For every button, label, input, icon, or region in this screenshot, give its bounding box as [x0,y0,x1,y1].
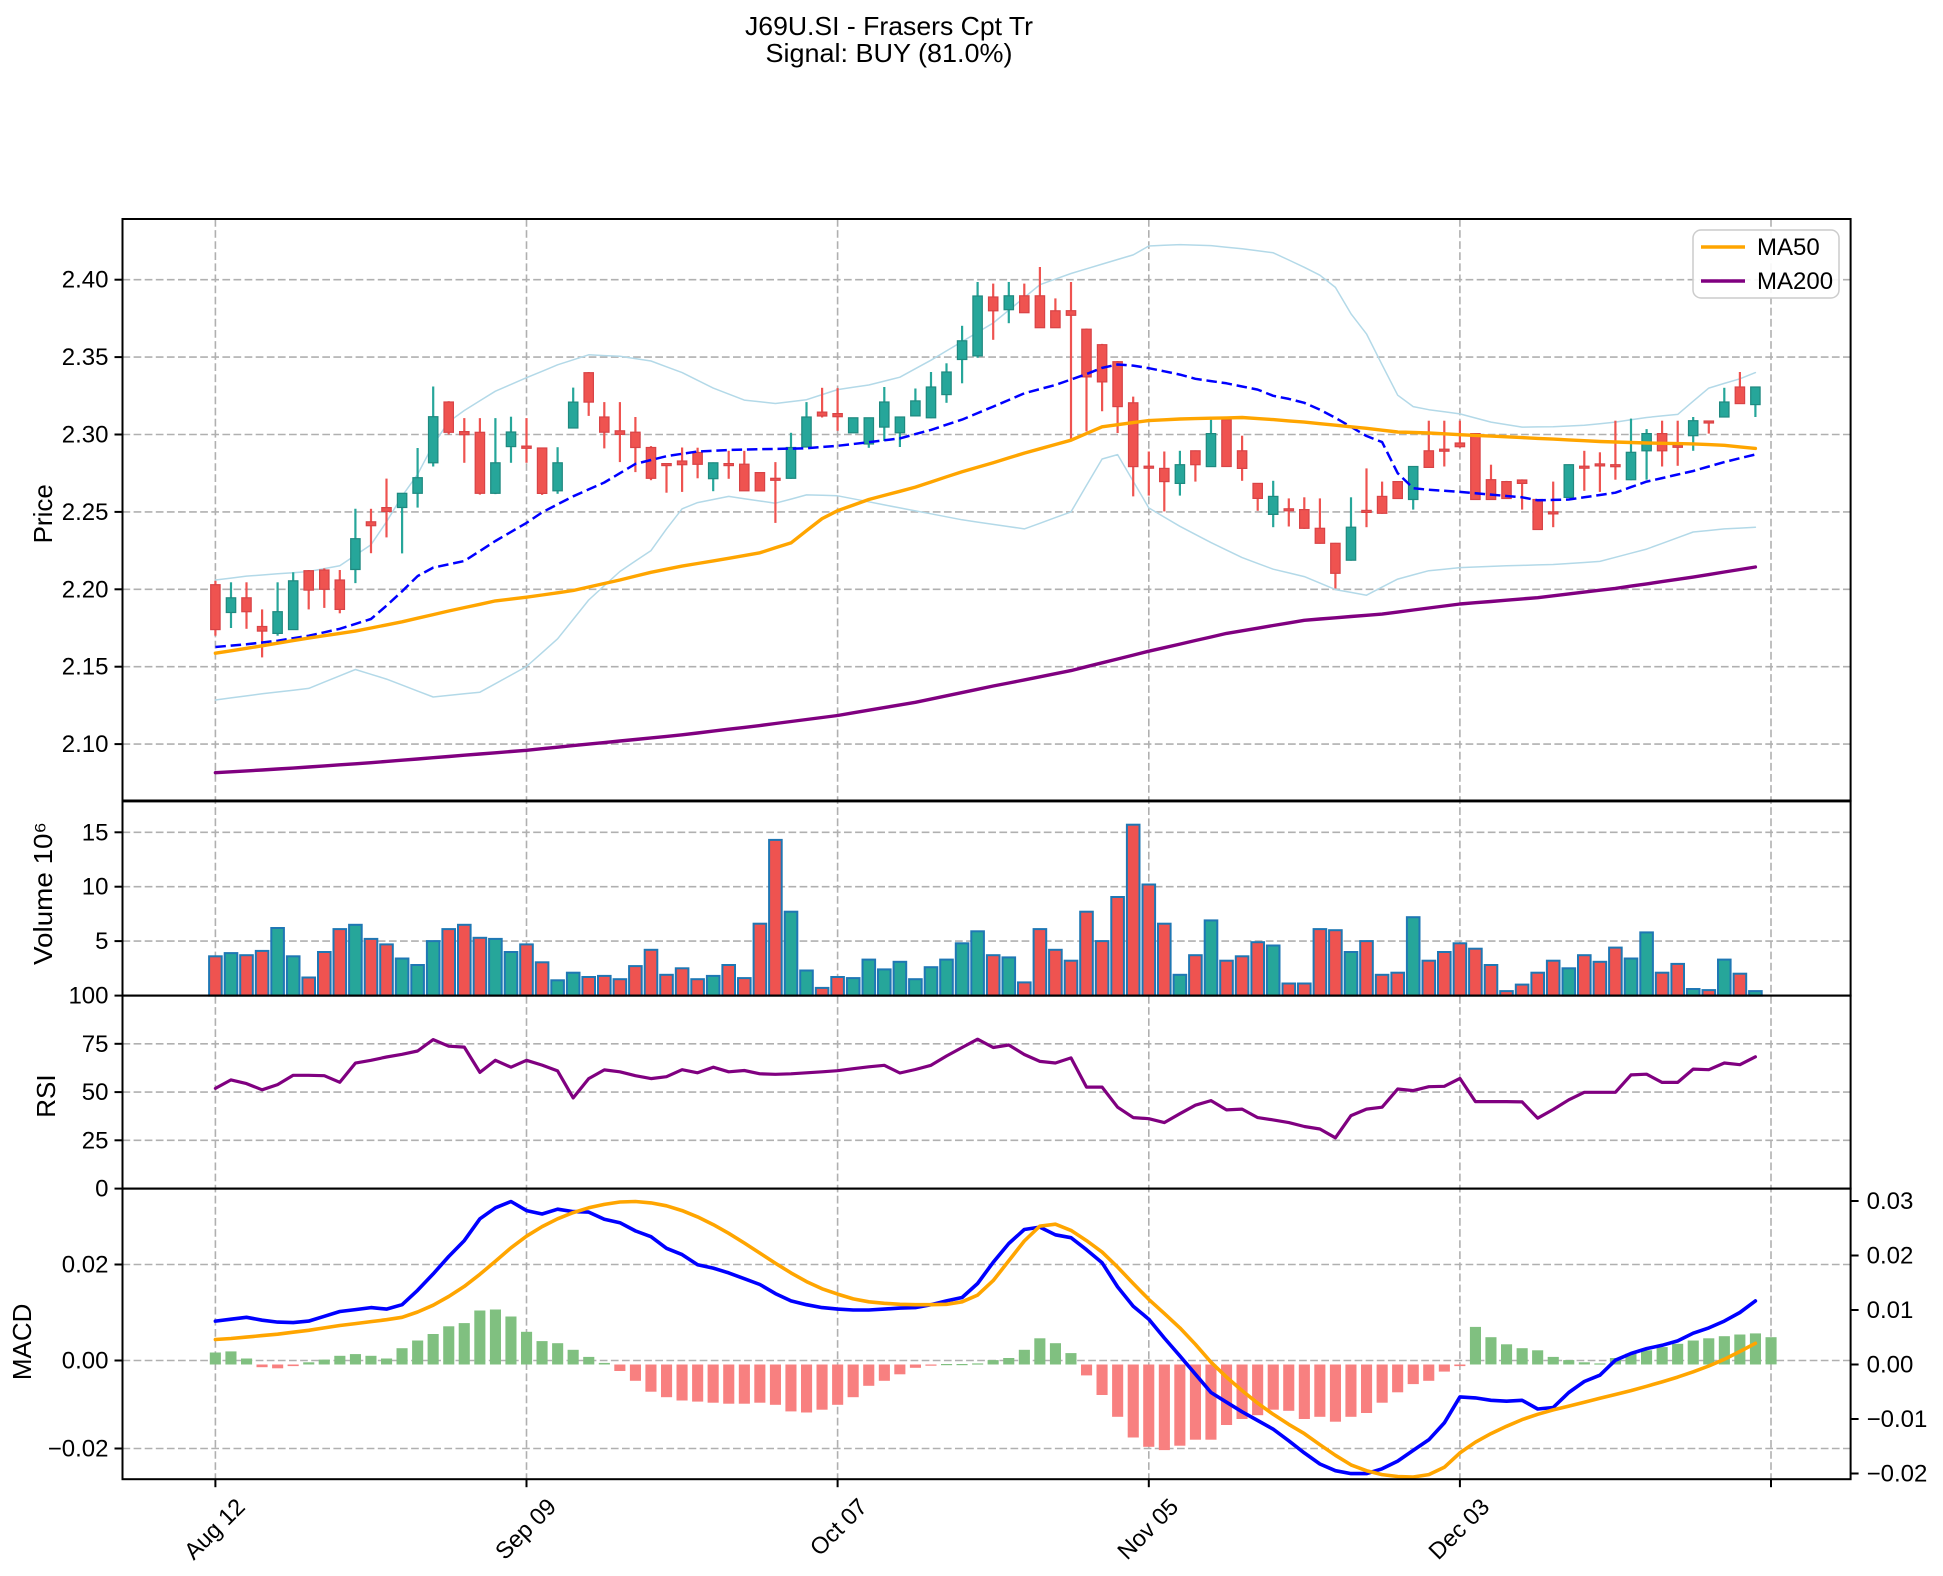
svg-text:2.20: 2.20 [62,576,109,603]
svg-text:0: 0 [95,1176,108,1203]
svg-text:25: 25 [82,1127,109,1154]
svg-text:RSI: RSI [31,1074,61,1117]
svg-text:75: 75 [82,1031,109,1058]
svg-text:Volume 10⁶: Volume 10⁶ [28,822,58,965]
svg-text:0.01: 0.01 [1867,1297,1914,1324]
svg-text:2.40: 2.40 [62,267,109,294]
svg-text:−0.01: −0.01 [1867,1406,1928,1433]
svg-text:0.02: 0.02 [62,1252,109,1279]
svg-text:2.15: 2.15 [62,654,109,681]
svg-text:2.10: 2.10 [62,731,109,758]
svg-text:J69U.SI - Frasers Cpt Tr: J69U.SI - Frasers Cpt Tr [745,11,1033,41]
svg-text:2.30: 2.30 [62,422,109,449]
svg-text:MACD: MACD [7,1304,37,1381]
svg-text:0.03: 0.03 [1867,1188,1914,1215]
svg-text:2.35: 2.35 [62,344,109,371]
svg-text:15: 15 [82,819,109,846]
svg-text:2.25: 2.25 [62,499,109,526]
svg-text:Price: Price [28,484,58,543]
svg-text:100: 100 [68,983,108,1010]
svg-text:10: 10 [82,874,109,901]
svg-text:−0.02: −0.02 [1867,1461,1928,1488]
svg-text:0.00: 0.00 [62,1348,109,1375]
svg-text:0.02: 0.02 [1867,1243,1914,1270]
svg-text:50: 50 [82,1079,109,1106]
svg-text:Signal: BUY (81.0%): Signal: BUY (81.0%) [766,38,1013,68]
svg-text:5: 5 [95,928,108,955]
svg-text:−0.02: −0.02 [48,1436,109,1463]
svg-text:MA200: MA200 [1757,268,1833,295]
svg-text:MA50: MA50 [1757,234,1820,261]
svg-text:0.00: 0.00 [1867,1352,1914,1379]
